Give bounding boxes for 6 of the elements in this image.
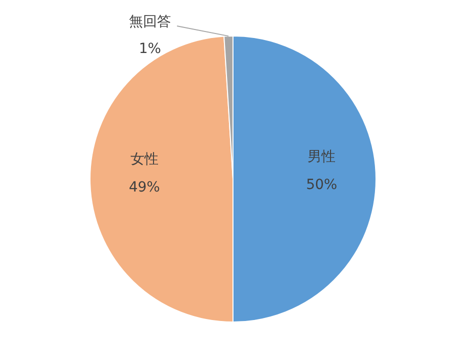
data-label: 1% [138, 40, 162, 57]
slice-label: 無回答 [129, 14, 171, 30]
slice-label: 女性 [130, 152, 158, 168]
data-label: 49% [128, 180, 160, 196]
slice-label: 男性 [308, 148, 336, 165]
data-label: 50% [306, 176, 338, 193]
